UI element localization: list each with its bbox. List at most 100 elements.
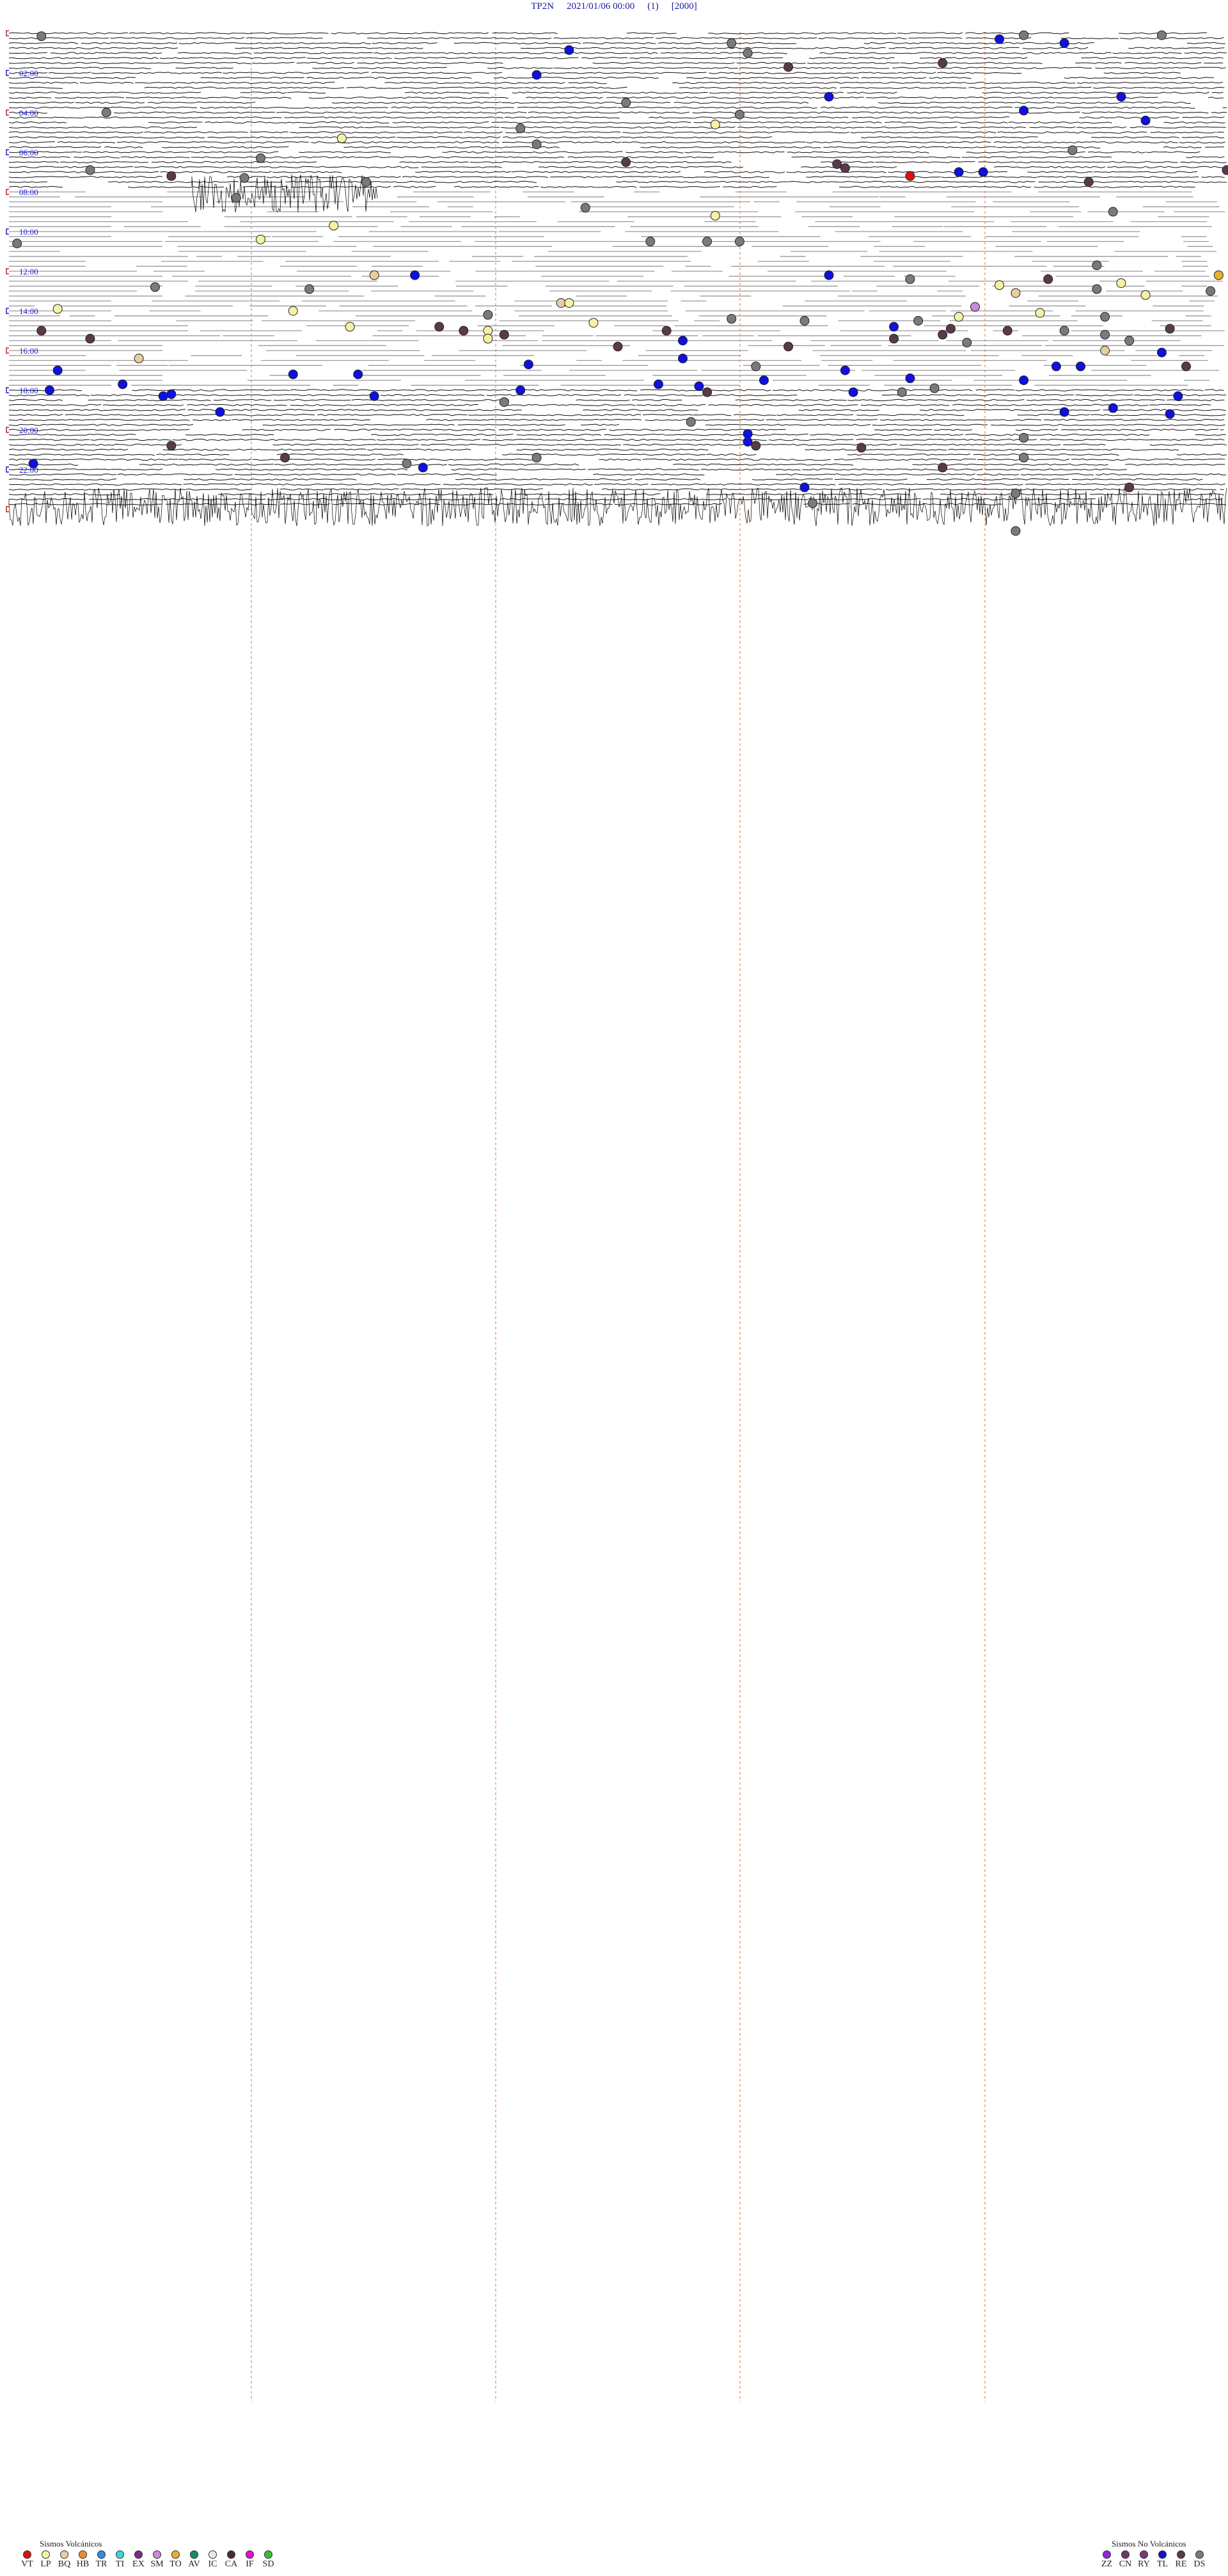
event-marker-tl (1019, 106, 1029, 116)
seismic-trace (8, 394, 1227, 397)
event-marker-re (499, 329, 509, 340)
legend-code: TR (95, 2559, 107, 2569)
seismic-trace (8, 409, 1226, 411)
legend-code: BQ (58, 2559, 71, 2569)
event-marker-ds (516, 123, 526, 134)
event-marker-ds (727, 313, 737, 324)
seismogram-plot: 02:00 04:00 06:00 08:00 10:00 12:00 14:00 16:00… (6, 30, 1228, 2402)
seismic-trace (8, 77, 1214, 79)
legend-swatch (171, 2550, 180, 2559)
event-marker-ds (734, 109, 744, 120)
event-marker-tl (678, 336, 688, 345)
seismic-trace (8, 389, 1224, 391)
event-marker-tl (516, 385, 526, 395)
legend-swatch (190, 2550, 198, 2559)
seismic-trace (8, 97, 1224, 99)
seismic-trace (8, 443, 1227, 446)
event-marker-ds (531, 139, 542, 150)
event-marker-ds (304, 284, 315, 294)
legend-nonvolcanic-item-ry: RY (1135, 2550, 1153, 2570)
seismic-trace (8, 171, 1197, 173)
legend-volcanic-item-to: TO (166, 2550, 185, 2570)
legend-swatch (1121, 2550, 1130, 2559)
event-marker-re (840, 163, 850, 173)
seismic-trace (8, 423, 1225, 426)
seismic-trace (8, 146, 1225, 148)
event-marker-ds (799, 316, 810, 326)
seismic-trace (8, 86, 1225, 89)
event-marker-bq (369, 270, 379, 280)
event-marker-bq (134, 353, 144, 363)
event-marker-re (945, 324, 956, 334)
legend-swatch (1158, 2550, 1167, 2559)
hour-tick (6, 387, 9, 393)
event-marker-tl (1059, 38, 1069, 48)
legend-code: DS (1193, 2559, 1206, 2569)
event-marker-re (1222, 165, 1228, 175)
event-marker-to (1213, 270, 1224, 280)
legend-code: AV (188, 2559, 200, 2569)
legend-swatch (153, 2550, 161, 2559)
event-marker-ds (1100, 312, 1110, 322)
seismic-trace (9, 438, 1225, 441)
event-marker-tl (118, 379, 128, 390)
event-marker-ds (645, 237, 656, 246)
hour-tick (6, 30, 9, 36)
seismic-trace (8, 126, 1226, 129)
event-marker-re (1124, 482, 1135, 493)
legend-volcanic-item-ex: EX (129, 2550, 148, 2570)
event-marker-tl (28, 459, 38, 469)
seismic-trace (8, 166, 1227, 168)
seismic-trace (8, 81, 1224, 84)
seismic-trace (8, 161, 1227, 164)
event-marker-lp (329, 221, 339, 231)
seismic-trace (8, 47, 1225, 49)
event-marker-tl (1108, 403, 1118, 413)
event-marker-re (166, 171, 177, 181)
seismic-trace (8, 141, 1225, 144)
event-marker-ds (1124, 336, 1135, 345)
legend-code: IF (246, 2559, 254, 2569)
event-marker-tl (1051, 361, 1061, 372)
event-marker-ds (734, 237, 744, 246)
event-marker-tl (799, 482, 810, 493)
event-marker-tl (905, 373, 915, 383)
legend-nonvolcanic-title: Sismos No Volcánicos (1112, 2539, 1186, 2548)
event-marker-tl (1165, 409, 1175, 419)
event-marker-lp (336, 133, 347, 143)
legend-code: EX (132, 2559, 145, 2569)
legend-nonvolcanic-item-ds: DS (1190, 2550, 1209, 2570)
legend-swatch (79, 2550, 87, 2559)
legend-swatch (116, 2550, 124, 2559)
legend-nonvolcanic-item-cn: CN (1116, 2550, 1135, 2570)
event-marker-tl (523, 360, 533, 370)
event-marker-tl (1076, 361, 1086, 372)
hour-label: 10:00 (19, 227, 38, 237)
event-marker-ds (580, 203, 590, 213)
seismic-trace (8, 52, 1227, 54)
legend-volcanic-item-vt: VT (18, 2550, 36, 2570)
hour-tick (6, 189, 9, 195)
event-marker-tl (995, 34, 1005, 44)
event-marker-ds (621, 98, 631, 107)
legend-swatch (246, 2550, 254, 2559)
seismic-trace (9, 454, 1227, 456)
hour-tick (6, 308, 9, 314)
event-marker-tl (1156, 347, 1167, 358)
seismic-trace (8, 37, 1224, 40)
seismic-trace (8, 111, 1227, 114)
seismic-trace (8, 131, 1224, 134)
legend-volcanic-item-sm: SM (148, 2550, 166, 2570)
event-marker-re (889, 333, 899, 344)
event-marker-re (459, 326, 469, 336)
seismic-trace (8, 180, 1227, 184)
legend-swatch (134, 2550, 143, 2559)
event-marker-tl (824, 270, 834, 280)
event-marker-vt (905, 171, 915, 181)
event-marker-lp (255, 234, 265, 244)
legend-volcanic-item-hb: HB (74, 2550, 92, 2570)
hour-label: 20:00 (19, 425, 38, 435)
hour-tick (6, 109, 9, 116)
event-marker-re (1083, 177, 1094, 187)
event-marker-tl (1019, 375, 1029, 385)
